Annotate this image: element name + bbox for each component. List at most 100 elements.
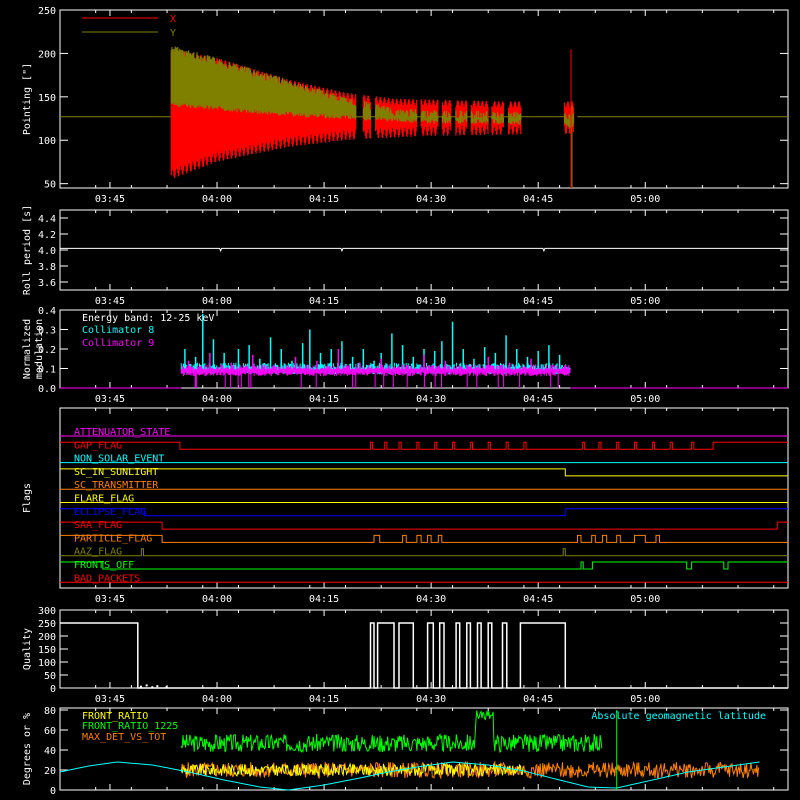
ratios-ylabel: Degrees or % [22,713,33,785]
roll-xtick-label: 04:30 [416,296,446,307]
quality-noise-dot [145,684,148,687]
modulation-xtick-label: 04:15 [309,394,339,405]
legend-collimator8: Collimator 8 [82,325,154,336]
roll-xtick-label: 04:15 [309,296,339,307]
pointing-ylabel: Pointing ["] [22,63,33,135]
modulation-xtick-label: 04:00 [202,394,232,405]
roll-xtick-label: 03:45 [95,296,125,307]
modulation-xtick-label: 04:45 [523,394,553,405]
collimator9-noise [180,364,571,388]
flags-ylabel: Flags [22,483,33,513]
pointing-ytick-label: 150 [38,93,56,104]
legend-front-ratio-1225: FRONT_RATIO_1225 [82,721,178,732]
roll-ytick-label: 3.6 [38,278,56,289]
quality-ytick-label: 300 [38,606,56,617]
flag-label: SC_IN_SUNLIGHT [74,467,158,478]
legend-geomagnetic-latitude: Absolute geomagnetic latitude [591,711,766,722]
flags-xtick-label: 03:45 [95,594,125,605]
quality-line [60,622,788,689]
modulation-xtick-label: 05:00 [630,394,660,405]
pointing-xtick-label: 04:15 [309,194,339,205]
ratios-ytick-label: 0 [50,786,56,797]
flags-xtick-label: 04:15 [309,594,339,605]
roll-ylabel: Roll period [s] [22,205,33,295]
modulation-ytick-label: 0.2 [38,345,56,356]
ratios-frame [59,707,789,791]
quality-ytick-label: 250 [38,619,56,630]
quality-xtick-label: 04:15 [309,694,339,705]
flag-label: FRONTS_OFF [74,560,134,571]
flag-line [60,441,788,450]
ratios-ytick-label: 60 [44,726,56,737]
flag-line [60,548,788,557]
modulation-xtick-label: 04:30 [416,394,446,405]
quality-noise-dot [151,686,154,689]
modulation-xtick-label: 03:45 [95,394,125,405]
pointing-ytick-label: 100 [38,136,56,147]
quality-xtick-label: 04:30 [416,694,446,705]
pointing-ytick-label: 200 [38,49,56,60]
flag-label: BAD_PACKETS [74,573,140,584]
quality-ytick-label: 200 [38,632,56,643]
quality-ytick-label: 0 [50,684,56,695]
flags-xtick-label: 04:00 [202,594,232,605]
quality-xtick-label: 04:00 [202,694,232,705]
legend-collimator9: Collimator 9 [82,338,154,349]
modulation-annotation: Energy band: 12-25 keV [82,313,214,324]
flag-line [60,508,788,517]
pointing-xtick-label: 04:45 [523,194,553,205]
quality-ytick-label: 150 [38,645,56,656]
flags-xtick-label: 04:30 [416,594,446,605]
roll-ytick-label: 3.8 [38,262,56,273]
pointing-xtick-label: 04:00 [202,194,232,205]
roll-frame [59,209,789,291]
roll-xtick-label: 04:00 [202,296,232,307]
legend-max-det-vs-tot: MAX_DET_VS_TOT [82,732,166,743]
pointing-xtick-label: 03:45 [95,194,125,205]
quality-xtick-label: 04:45 [523,694,553,705]
quality-noise-dot [165,685,168,688]
flag-label: NON_SOLAR_EVENT [74,454,164,465]
quality-ylabel: Quality [22,628,33,670]
legend-front-ratio: FRONT_RATIO [82,711,148,722]
pointing-ytick-label: 250 [38,6,56,17]
quality-ytick-label: 100 [38,658,56,669]
quality-noise-dot [139,685,142,688]
ratios-ytick-label: 40 [44,746,56,757]
quality-ytick-label: 50 [44,671,56,682]
roll-xtick-label: 04:45 [523,296,553,307]
flag-label: SAA_FLAG [74,520,122,531]
legend-y-label: Y [170,28,176,39]
modulation-ytick-label: 0.3 [38,326,56,337]
ratios-ytick-label: 20 [44,766,56,777]
flag-label: ECLIPSE_FLAG [74,507,146,518]
front-ratio-1225-line [180,710,603,754]
flags-xtick-label: 04:45 [523,594,553,605]
flag-label: PARTICLE_FLAG [74,533,152,544]
roll-period-line [60,247,788,253]
roll-ytick-label: 4.2 [38,230,56,241]
flag-label: SC_TRANSMITTER [74,480,159,491]
roll-ytick-label: 4.4 [38,214,56,225]
roll-ytick-label: 4.0 [38,246,56,257]
flag-line [60,561,788,570]
flag-label: AAZ_FLAG [74,547,122,558]
flags-xtick-label: 05:00 [630,594,660,605]
front-ratio-line [180,762,524,778]
quality-noise-dot [156,685,159,688]
pointing-frame [59,9,789,189]
pointing-xtick-label: 05:00 [630,194,660,205]
modulation-ylabel-2: modulation [34,319,45,379]
quality-xtick-label: 03:45 [95,694,125,705]
flags-frame [59,407,789,589]
flag-line [60,521,788,530]
ratios-ytick-label: 80 [44,706,56,717]
quality-xtick-label: 05:00 [630,694,660,705]
flag-label: FLARE_FLAG [74,494,134,505]
modulation-ytick-label: 0.4 [38,306,56,317]
quality-frame [59,609,789,689]
flag-label: GAP_FLAG [74,440,122,451]
pointing-y-series [170,46,575,128]
roll-xtick-label: 05:00 [630,296,660,307]
